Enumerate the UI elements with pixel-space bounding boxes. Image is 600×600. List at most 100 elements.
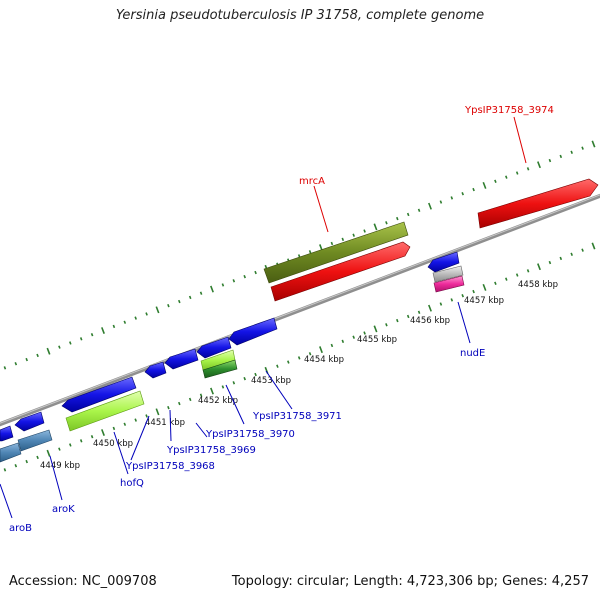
gene-arok[interactable] bbox=[14, 411, 45, 432]
tick-mark bbox=[178, 299, 181, 304]
tick-mark bbox=[352, 233, 355, 237]
scale-label: 4454 kbp bbox=[304, 355, 344, 365]
tick-mark bbox=[308, 250, 312, 254]
gene-pink[interactable] bbox=[433, 275, 465, 293]
tick-mark bbox=[559, 256, 563, 261]
gene-label-ypsip31758-3974[interactable]: YpsIP31758_3974 bbox=[464, 105, 554, 116]
scale-label: 4451 kbp bbox=[145, 418, 185, 428]
gene-silver[interactable] bbox=[432, 265, 464, 283]
tick-mark bbox=[494, 179, 497, 183]
gene-label-ypsip31758-3970[interactable]: YpsIP31758_3970 bbox=[205, 429, 295, 440]
gene-label-ypsip31758-3968[interactable]: YpsIP31758_3968 bbox=[125, 461, 215, 472]
tick-mark bbox=[112, 324, 116, 329]
tick-mark bbox=[243, 274, 246, 279]
tick-mark bbox=[254, 270, 257, 275]
gene-ypsip31758-3969[interactable] bbox=[164, 348, 199, 370]
tick-mark bbox=[221, 283, 225, 287]
gene-ypsip31758-3970[interactable] bbox=[196, 336, 232, 359]
tick-mark bbox=[112, 426, 116, 431]
tick-mark bbox=[330, 343, 334, 348]
accession-text: Accession: NC_009708 bbox=[9, 574, 157, 589]
tick-mark bbox=[123, 320, 127, 324]
gene-arob[interactable] bbox=[0, 425, 14, 442]
tick-mark bbox=[591, 242, 596, 250]
scale-label: 4453 kbp bbox=[251, 376, 291, 386]
tick-mark bbox=[505, 277, 508, 281]
gene-mrca-olive[interactable] bbox=[263, 221, 409, 284]
forward-tick-track bbox=[3, 140, 596, 370]
tick-mark bbox=[515, 171, 519, 175]
tick-mark bbox=[46, 347, 51, 355]
tick-mark bbox=[591, 140, 596, 148]
tick-mark bbox=[297, 356, 301, 360]
scale-label: 4457 kbp bbox=[464, 296, 504, 306]
tick-mark bbox=[123, 422, 127, 426]
gene-label-ypsip31758-3971[interactable]: YpsIP31758_3971 bbox=[252, 411, 342, 422]
tick-mark bbox=[155, 306, 160, 314]
gene-label-nude[interactable]: nudE bbox=[460, 348, 485, 359]
gene-label-hofq[interactable]: hofQ bbox=[120, 478, 144, 489]
tick-mark bbox=[308, 352, 312, 356]
tick-mark bbox=[385, 221, 388, 225]
tick-mark bbox=[134, 316, 137, 320]
tick-mark bbox=[58, 345, 61, 349]
tick-mark bbox=[439, 302, 443, 306]
gene-steel[interactable] bbox=[17, 429, 53, 452]
gene-label-arob[interactable]: aroB bbox=[9, 523, 32, 534]
gene-hofq[interactable] bbox=[61, 376, 137, 413]
tick-mark bbox=[58, 447, 61, 451]
gene-ypsip31758-3968[interactable] bbox=[144, 361, 167, 379]
tick-mark bbox=[428, 304, 432, 312]
tick-mark bbox=[14, 464, 18, 468]
tick-mark bbox=[232, 279, 236, 283]
gene-label-ypsip31758-3969[interactable]: YpsIP31758_3969 bbox=[166, 445, 256, 456]
gene-label-mrca[interactable]: mrcA bbox=[299, 176, 325, 187]
gene-lime-large[interactable] bbox=[65, 390, 145, 432]
gene-steel-left[interactable] bbox=[0, 442, 22, 463]
tick-mark bbox=[188, 397, 192, 402]
tick-mark bbox=[461, 294, 464, 298]
tick-mark bbox=[79, 337, 83, 341]
gene-ypsip31758-3974[interactable] bbox=[477, 178, 599, 229]
tick-mark bbox=[482, 283, 487, 291]
tick-mark bbox=[3, 468, 7, 472]
tick-mark bbox=[101, 429, 105, 437]
scale-label: 4452 kbp bbox=[198, 396, 238, 406]
tick-mark bbox=[210, 285, 214, 293]
tick-mark bbox=[396, 216, 399, 221]
tick-mark bbox=[363, 229, 366, 233]
tick-mark bbox=[210, 387, 214, 395]
scale-labels: 4449 kbp 4450 kbp 4451 kbp 4452 kbp 4453… bbox=[40, 280, 558, 471]
tick-mark bbox=[341, 339, 345, 344]
tick-mark bbox=[352, 335, 355, 339]
tick-mark bbox=[287, 360, 290, 364]
gene-nude[interactable] bbox=[427, 251, 460, 273]
tick-mark bbox=[537, 263, 541, 271]
genome-title: Yersinia pseudotuberculosis IP 31758, co… bbox=[115, 8, 485, 23]
tick-mark bbox=[461, 192, 464, 196]
tick-mark bbox=[25, 357, 28, 362]
tick-mark bbox=[199, 291, 203, 295]
tick-mark bbox=[450, 196, 454, 200]
tick-mark bbox=[373, 223, 378, 231]
gene-mrca[interactable] bbox=[270, 241, 411, 302]
tick-mark bbox=[548, 260, 552, 265]
gene-label-arok[interactable]: aroK bbox=[52, 504, 75, 515]
gene-green-small[interactable] bbox=[202, 359, 238, 379]
gene-ypsip31758-3971[interactable] bbox=[228, 317, 278, 346]
tick-mark bbox=[581, 248, 584, 252]
tick-mark bbox=[14, 362, 18, 366]
tick-mark bbox=[406, 314, 410, 319]
tick-mark bbox=[90, 333, 94, 337]
tick-mark bbox=[559, 154, 563, 159]
tick-mark bbox=[417, 208, 421, 213]
tick-mark bbox=[90, 435, 94, 439]
tick-mark bbox=[79, 439, 83, 443]
scale-label: 4450 kbp bbox=[93, 439, 133, 449]
tick-mark bbox=[482, 181, 487, 189]
tick-mark bbox=[221, 385, 225, 389]
tick-mark bbox=[581, 146, 584, 150]
tick-mark bbox=[363, 331, 366, 335]
tick-mark bbox=[145, 414, 148, 418]
